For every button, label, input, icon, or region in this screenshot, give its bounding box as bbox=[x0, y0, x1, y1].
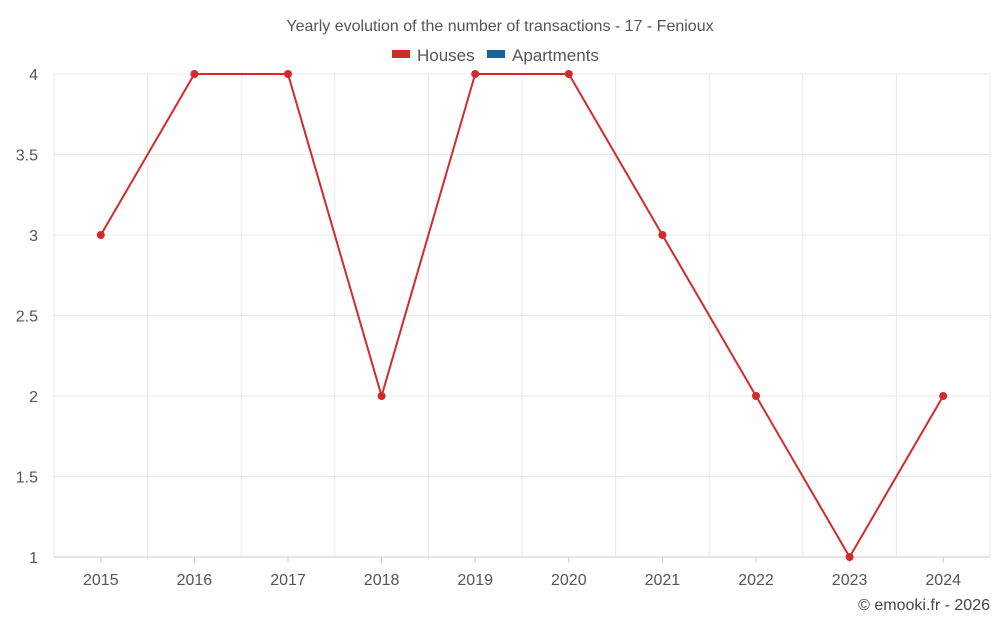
data-point-houses[interactable] bbox=[845, 553, 854, 561]
legend-label-apartments: Apartments bbox=[512, 46, 599, 65]
legend-label-houses: Houses bbox=[417, 46, 475, 65]
x-tick-label: 2023 bbox=[832, 572, 868, 589]
series-line-houses bbox=[99, 73, 945, 558]
x-tick-label: 2021 bbox=[645, 572, 681, 589]
data-point-houses[interactable] bbox=[96, 231, 105, 239]
gridlines bbox=[53, 73, 991, 557]
y-tick-label: 2 bbox=[29, 389, 38, 406]
data-point-houses[interactable] bbox=[284, 70, 292, 78]
x-tick-label: 2022 bbox=[738, 572, 774, 589]
data-point-houses[interactable] bbox=[190, 70, 199, 78]
x-tick-label: 2019 bbox=[457, 572, 493, 589]
x-tick-label: 2016 bbox=[177, 572, 213, 589]
legend[interactable]: Houses Apartments bbox=[392, 46, 599, 65]
y-tick-label: 4 bbox=[29, 67, 38, 84]
legend-item-houses[interactable]: Houses bbox=[392, 46, 475, 65]
legend-swatch-houses bbox=[392, 50, 410, 58]
x-tick-label: 2020 bbox=[551, 572, 587, 589]
x-tick-label: 2024 bbox=[925, 572, 961, 589]
x-tick-label: 2015 bbox=[83, 572, 119, 589]
credit-text: © emooki.fr - 2026 bbox=[858, 597, 990, 614]
y-tick-label: 1 bbox=[29, 550, 38, 567]
data-point-houses[interactable] bbox=[939, 392, 948, 400]
data-point-houses[interactable] bbox=[658, 231, 667, 239]
series-houses bbox=[96, 70, 948, 561]
data-point-houses[interactable] bbox=[564, 70, 573, 78]
data-point-houses[interactable] bbox=[471, 70, 480, 78]
y-tick-label: 3.5 bbox=[16, 148, 38, 165]
legend-item-apartments[interactable]: Apartments bbox=[487, 46, 599, 65]
y-tick-label: 2.5 bbox=[16, 309, 38, 326]
data-point-houses[interactable] bbox=[752, 392, 760, 400]
y-tick-label: 3 bbox=[29, 228, 38, 245]
axes: 1 1.5 2 2.5 3 3.5 4 2015 2016 2017 2018 2019 2020 202… bbox=[16, 67, 990, 589]
y-tick-label: 1.5 bbox=[16, 470, 38, 487]
data-point-houses[interactable] bbox=[377, 392, 386, 400]
x-tick-label: 2018 bbox=[364, 572, 400, 589]
legend-swatch-apartments bbox=[487, 50, 505, 58]
x-tick-label: 2017 bbox=[270, 572, 306, 589]
chart-title: Yearly evolution of the number of transa… bbox=[286, 18, 713, 35]
